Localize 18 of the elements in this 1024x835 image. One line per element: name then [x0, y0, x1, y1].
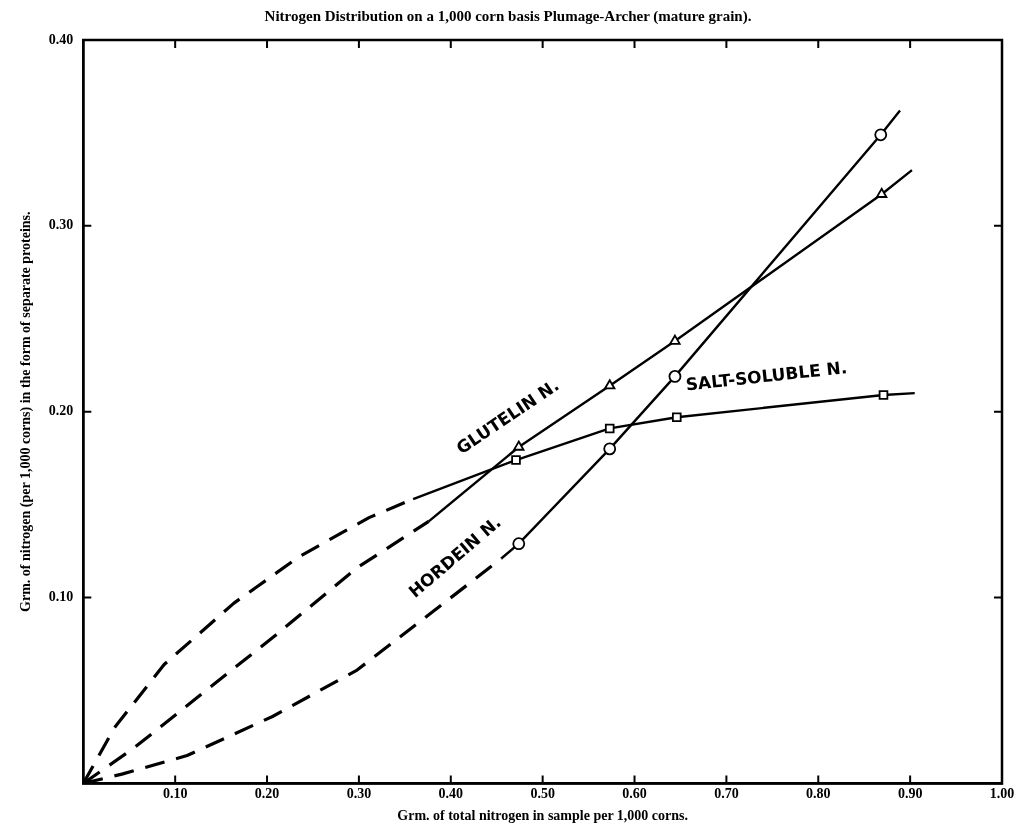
chart-title: Nitrogen Distribution on a 1,000 corn basis Plumage-Archer (mature grain). [264, 7, 752, 25]
x-tick-label: 1.00 [989, 786, 1015, 802]
x-tick-label: 0.30 [346, 786, 372, 802]
x-tick-label: 0.40 [438, 786, 464, 802]
x-tick-label: 0.90 [897, 786, 923, 802]
x-tick-label: 0.60 [622, 786, 647, 802]
y-tick-label: 0.20 [48, 403, 74, 419]
x-tick-label: 0.70 [714, 786, 739, 802]
x-tick-label: 0.20 [254, 786, 280, 802]
x-tick-label: 0.10 [162, 786, 188, 802]
y-tick-label: 0.30 [48, 217, 74, 233]
x-axis-title: Grm. of total nitrogen in sample per 1,000 corns. [397, 808, 689, 824]
x-tick-label: 0.80 [806, 786, 831, 802]
y-tick-label: 0.40 [48, 31, 74, 47]
text: SALT-SOLUBLE N. [684, 357, 849, 395]
y-axis-title: Grm. of nitrogen (per 1,000 corns) in the form of separate proteins. [18, 211, 35, 612]
y-tick-label: 0.10 [48, 589, 74, 605]
x-tick-label: 0.50 [530, 786, 555, 802]
